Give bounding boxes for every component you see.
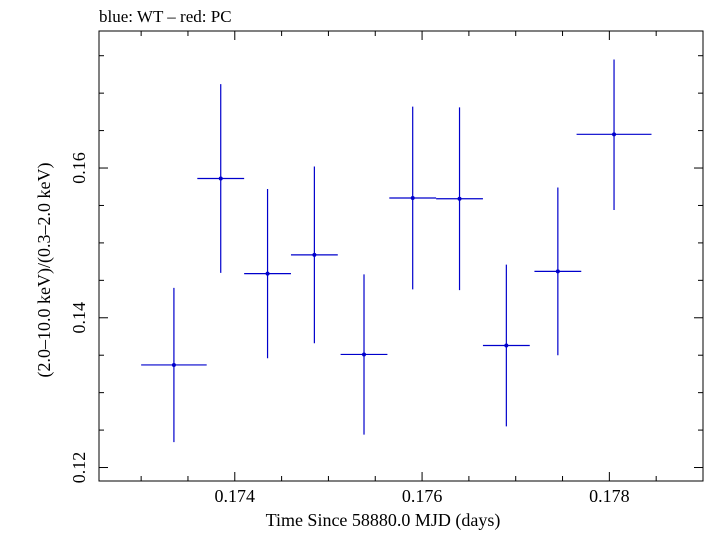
data-point [197, 84, 245, 273]
data-marker [171, 362, 176, 367]
data-point [141, 287, 207, 443]
data-point [290, 166, 338, 344]
data-point [389, 106, 437, 290]
x-tick-label: 0.174 [215, 486, 256, 506]
data-marker [410, 195, 415, 200]
data-point [534, 187, 582, 356]
y-tick-label: 0.14 [69, 302, 89, 334]
data-marker [612, 132, 617, 137]
plot-frame [98, 30, 704, 482]
data-marker [265, 271, 270, 276]
data-marker [457, 196, 462, 201]
y-tick-label: 0.16 [69, 152, 89, 184]
data-point [436, 107, 483, 291]
x-axis-label: Time Since 58880.0 MJD (days) [266, 510, 501, 531]
y-tick-label: 0.12 [69, 452, 89, 484]
data-marker [504, 343, 509, 348]
data-point [244, 188, 291, 359]
data-series-layer [141, 59, 652, 443]
data-point [340, 274, 388, 435]
data-marker [218, 176, 223, 181]
y-axis-ticks: 0.12 0.14 0.16 [69, 55, 703, 484]
x-axis-ticks: 0.174 0.176 0.178 [140, 31, 657, 506]
data-marker [312, 252, 317, 257]
y-axis-label: (2.0–10.0 keV)/(0.3–2.0 keV) [34, 163, 55, 378]
chart-title: blue: WT – red: PC [99, 7, 232, 26]
x-tick-label: 0.176 [402, 486, 443, 506]
data-point [482, 264, 530, 427]
data-point [576, 59, 652, 210]
data-marker [555, 269, 560, 274]
data-marker [362, 352, 367, 357]
x-tick-label: 0.178 [589, 486, 630, 506]
